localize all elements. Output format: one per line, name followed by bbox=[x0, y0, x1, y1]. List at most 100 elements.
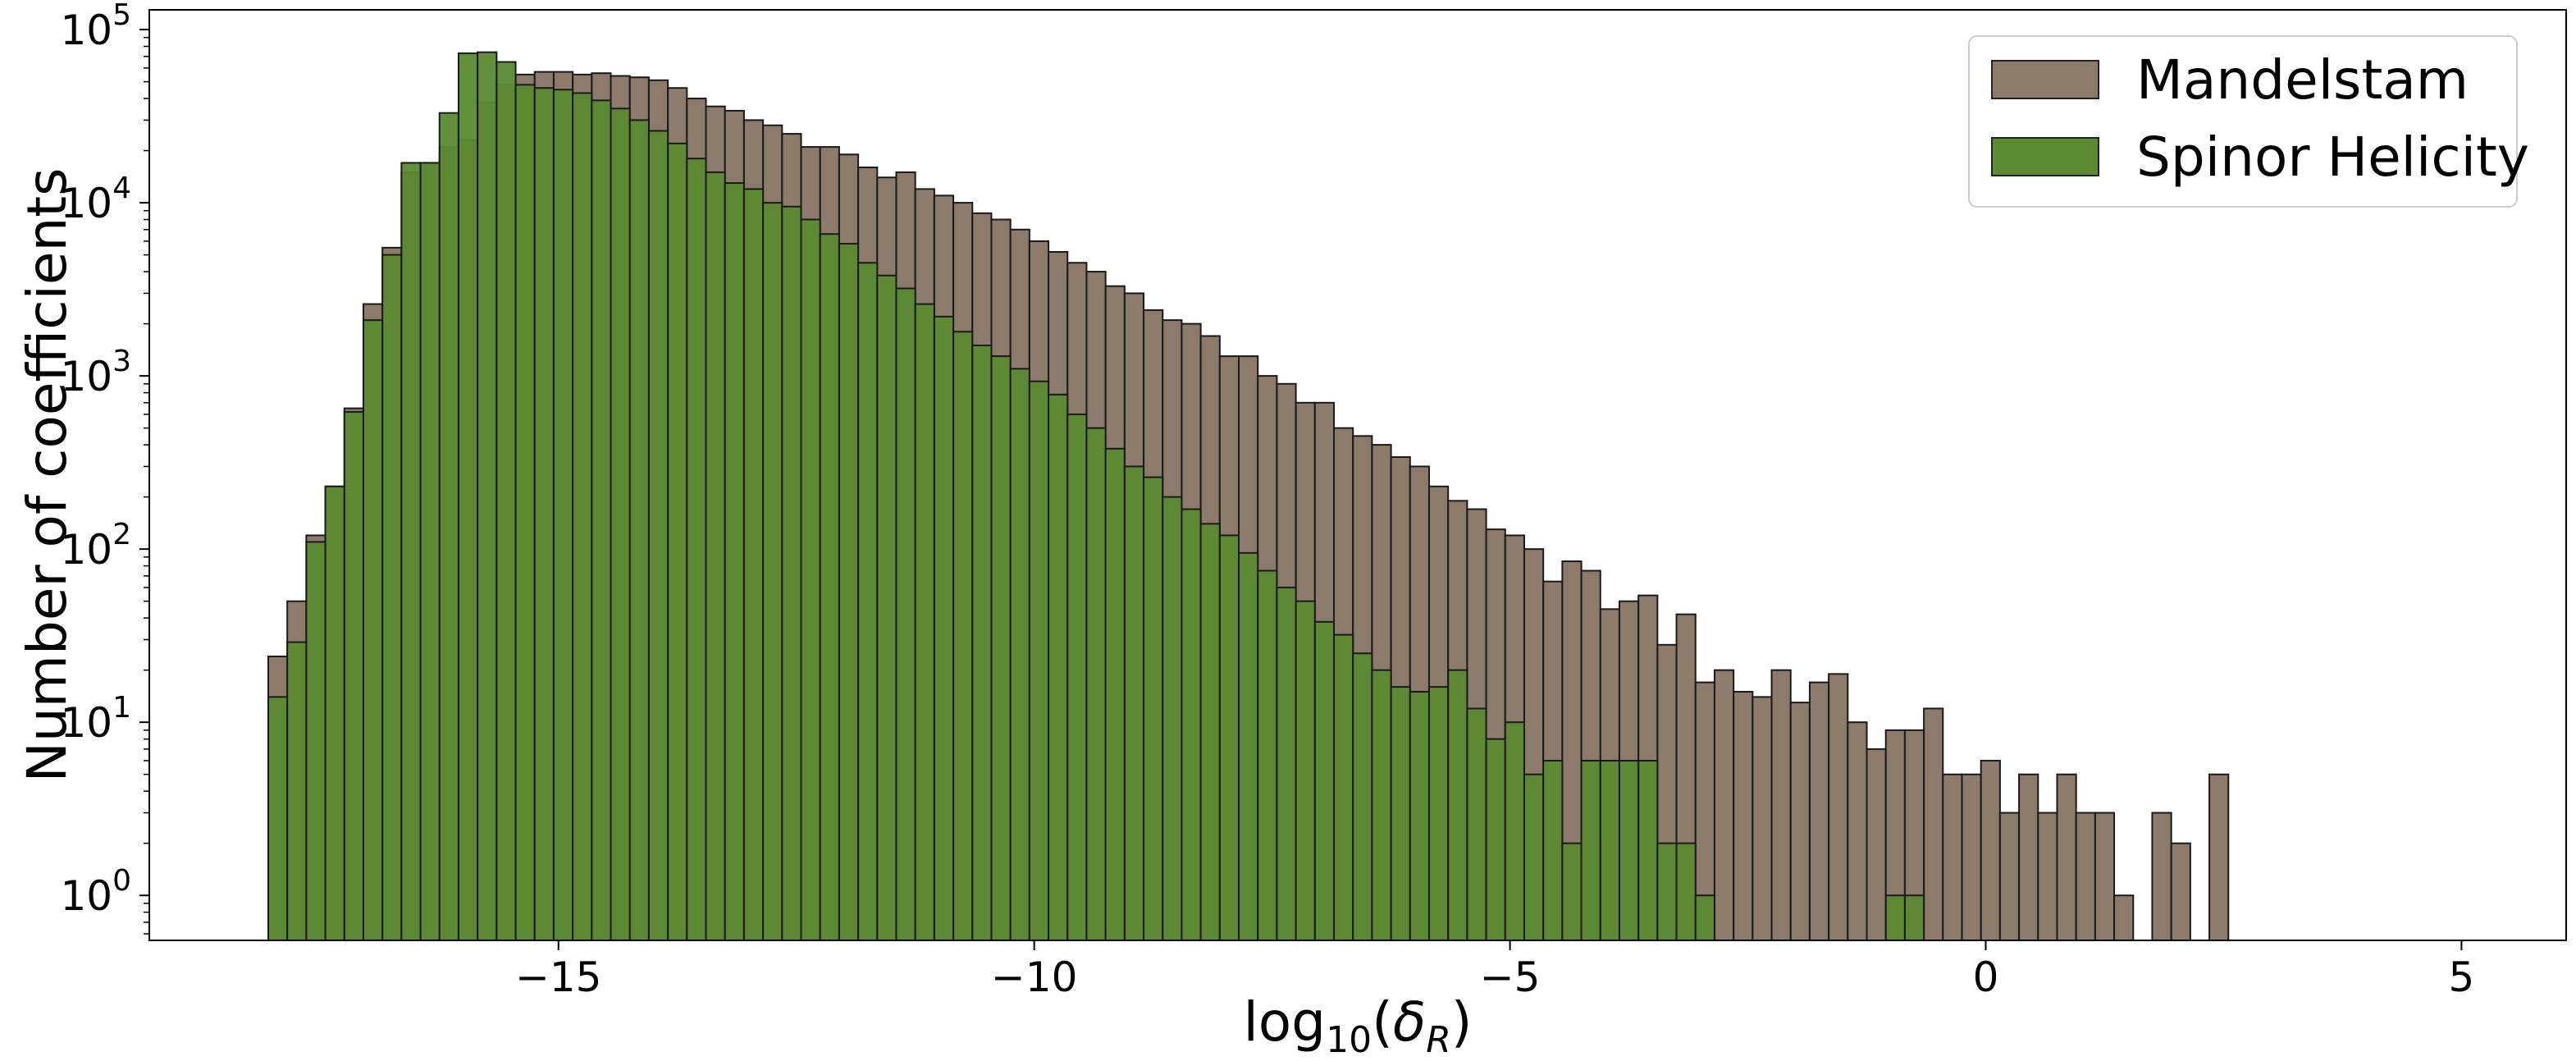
bar bbox=[1409, 691, 1430, 941]
bar bbox=[324, 485, 345, 941]
bar bbox=[686, 158, 707, 941]
bar bbox=[1923, 707, 1944, 941]
bar bbox=[971, 344, 993, 941]
bar bbox=[1295, 600, 1316, 942]
x-axis-title-close: ) bbox=[1451, 990, 1473, 1054]
bar bbox=[1028, 380, 1050, 942]
bar bbox=[1447, 669, 1468, 941]
bar bbox=[895, 287, 916, 941]
bar bbox=[2018, 773, 2039, 942]
bar bbox=[1257, 569, 1278, 941]
bar bbox=[1599, 759, 1620, 941]
bar bbox=[1181, 508, 1202, 941]
x-axis-ticks: −15 −10 −5 0 5 bbox=[515, 940, 2474, 1001]
bar bbox=[438, 112, 459, 941]
bar bbox=[1542, 759, 1564, 941]
bar bbox=[514, 84, 536, 941]
bar bbox=[933, 315, 955, 941]
bar bbox=[610, 107, 631, 941]
bar bbox=[1713, 669, 1735, 941]
bar bbox=[1637, 759, 1659, 941]
bar bbox=[705, 171, 726, 941]
bar bbox=[1828, 673, 1849, 941]
bar bbox=[381, 254, 403, 941]
x-axis-title-log: log bbox=[1243, 990, 1326, 1054]
bar bbox=[1276, 586, 1297, 941]
bar bbox=[419, 162, 441, 942]
x-axis-title: log10(δR) bbox=[1243, 990, 1472, 1061]
legend-label-mandelstam: Mandelstam bbox=[2136, 48, 2469, 112]
legend-label-spinor-helicity: Spinor Helicity bbox=[2136, 126, 2529, 189]
y-tick-label: 101 bbox=[60, 691, 131, 747]
bar bbox=[2094, 812, 2116, 941]
bar bbox=[1313, 620, 1336, 941]
plot-frame bbox=[148, 9, 2567, 941]
bar bbox=[724, 182, 745, 941]
bar bbox=[1808, 681, 1830, 941]
bar bbox=[1618, 759, 1640, 941]
bar bbox=[667, 142, 688, 941]
bar bbox=[1066, 413, 1088, 941]
bar bbox=[1561, 842, 1583, 942]
x-axis-title-open: ( bbox=[1372, 990, 1393, 1054]
bar bbox=[2075, 812, 2096, 941]
y-axis-ticks: 100 101 102 103 104 105 bbox=[60, 0, 149, 935]
bar bbox=[1333, 633, 1354, 941]
bar bbox=[762, 202, 783, 941]
bar bbox=[914, 303, 935, 941]
x-tick-label: −5 bbox=[1480, 954, 1541, 1001]
bar bbox=[572, 92, 593, 942]
bar bbox=[496, 61, 517, 942]
bar bbox=[305, 541, 327, 941]
bar bbox=[2151, 812, 2172, 941]
bar bbox=[533, 87, 555, 941]
bar bbox=[819, 233, 840, 942]
bar bbox=[876, 274, 897, 942]
bar bbox=[628, 119, 650, 941]
bar bbox=[990, 355, 1012, 941]
y-tick-label: 100 bbox=[60, 864, 131, 920]
bar bbox=[286, 641, 308, 942]
bar bbox=[1884, 894, 1906, 942]
bar bbox=[2056, 773, 2077, 942]
bar bbox=[781, 205, 802, 942]
y-axis-title: Number of coefficients bbox=[16, 167, 79, 782]
bar bbox=[1199, 523, 1221, 942]
bar bbox=[2208, 773, 2230, 942]
bar bbox=[1733, 691, 1754, 941]
bar bbox=[2037, 812, 2058, 941]
x-axis-title-symbol-sub: R bbox=[1426, 1019, 1451, 1061]
bar bbox=[1466, 707, 1487, 941]
bar bbox=[1162, 496, 1183, 941]
bar bbox=[1523, 773, 1545, 942]
x-tick-label: −10 bbox=[991, 954, 1078, 1001]
bar bbox=[1961, 773, 1982, 942]
bar bbox=[1580, 759, 1601, 941]
bar bbox=[647, 130, 669, 941]
bar bbox=[1009, 368, 1030, 941]
bar bbox=[800, 218, 821, 942]
x-tick-label: −15 bbox=[515, 954, 602, 1001]
bar bbox=[400, 162, 422, 942]
bar bbox=[1143, 476, 1164, 941]
legend-box bbox=[1968, 35, 2518, 208]
bar bbox=[742, 188, 765, 941]
bar bbox=[1352, 652, 1373, 942]
bar bbox=[2170, 842, 2191, 942]
bar bbox=[1390, 686, 1411, 941]
x-tick-label: 0 bbox=[1973, 954, 1999, 1001]
legend-swatch-spinor-helicity bbox=[1991, 137, 2099, 176]
y-tick-label: 105 bbox=[60, 0, 131, 54]
bar bbox=[362, 319, 384, 941]
bar bbox=[838, 243, 860, 942]
bar bbox=[1048, 393, 1069, 942]
bar bbox=[1903, 894, 1925, 942]
x-axis-title-sub: 10 bbox=[1326, 1019, 1372, 1061]
bar bbox=[1218, 534, 1240, 941]
bar bbox=[591, 99, 612, 941]
bar bbox=[1371, 669, 1392, 941]
bar bbox=[1847, 721, 1868, 941]
bar bbox=[952, 331, 974, 941]
legend-swatch-mandelstam bbox=[1991, 60, 2099, 99]
